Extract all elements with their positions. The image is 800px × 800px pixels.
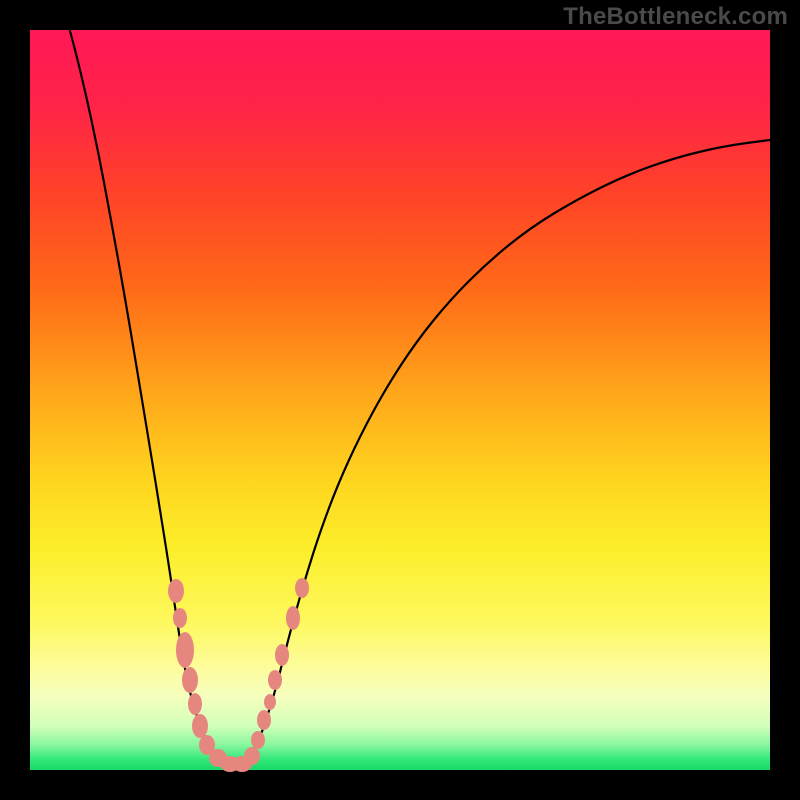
sample-dot	[182, 667, 198, 693]
chart-svg	[0, 0, 800, 800]
sample-dot	[192, 714, 208, 738]
sample-dot	[286, 606, 300, 630]
sample-dot	[188, 693, 202, 715]
sample-dot	[176, 632, 194, 668]
sample-dot	[268, 670, 282, 690]
sample-dot	[275, 644, 289, 666]
sample-dot	[173, 608, 187, 628]
sample-dot	[251, 731, 265, 749]
sample-dot	[295, 578, 309, 598]
sample-dot	[244, 747, 260, 765]
sample-dot	[257, 710, 271, 730]
watermark-text: TheBottleneck.com	[563, 3, 788, 31]
sample-dot	[264, 694, 276, 710]
chart-frame: TheBottleneck.com	[0, 0, 800, 800]
sample-dot	[168, 579, 184, 603]
